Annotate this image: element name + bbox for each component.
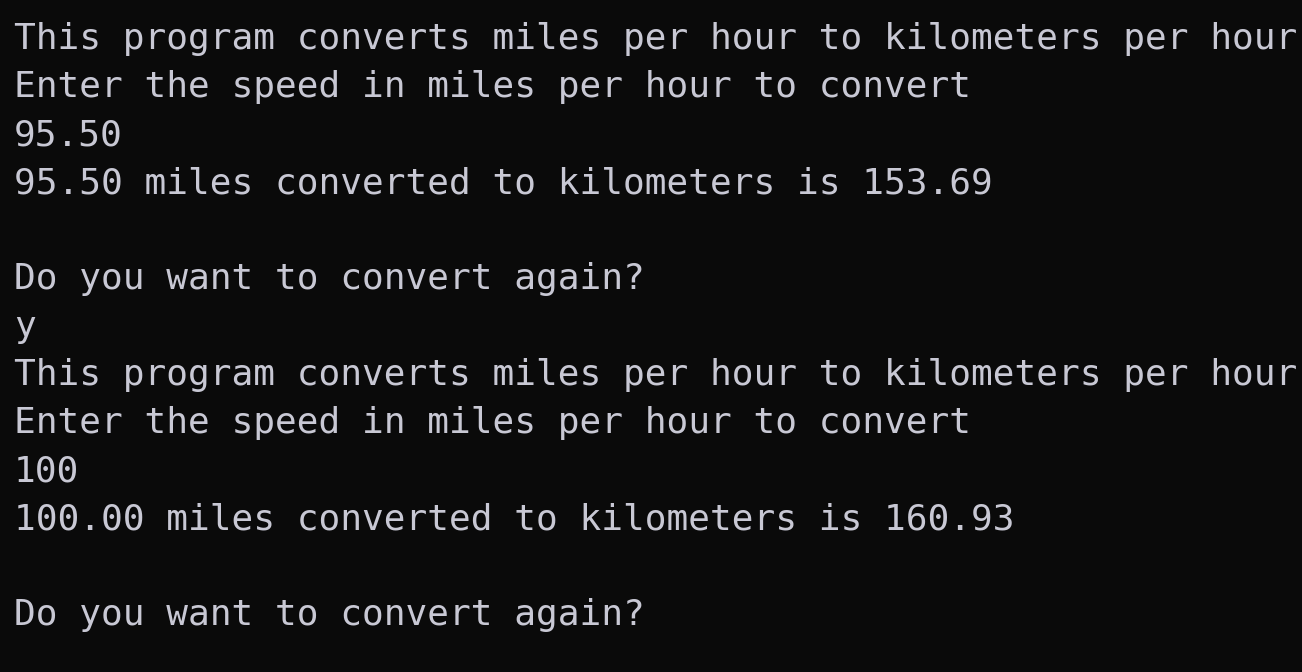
Text: y: y — [14, 310, 35, 344]
Text: 95.50 miles converted to kilometers is 153.69: 95.50 miles converted to kilometers is 1… — [14, 166, 992, 200]
Text: Enter the speed in miles per hour to convert: Enter the speed in miles per hour to con… — [14, 406, 971, 440]
Text: Do you want to convert again?: Do you want to convert again? — [14, 262, 644, 296]
Text: 100: 100 — [14, 454, 79, 488]
Text: 100.00 miles converted to kilometers is 160.93: 100.00 miles converted to kilometers is … — [14, 502, 1014, 536]
Text: This program converts miles per hour to kilometers per hour: This program converts miles per hour to … — [14, 22, 1297, 56]
Text: 95.50: 95.50 — [14, 118, 122, 152]
Text: This program converts miles per hour to kilometers per hour: This program converts miles per hour to … — [14, 358, 1297, 392]
Text: Do you want to convert again?: Do you want to convert again? — [14, 598, 644, 632]
Text: Enter the speed in miles per hour to convert: Enter the speed in miles per hour to con… — [14, 70, 971, 104]
